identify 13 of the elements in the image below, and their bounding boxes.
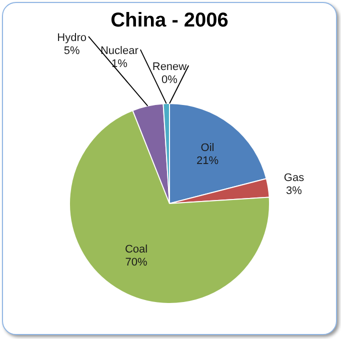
slice-label: Nuclear	[100, 45, 139, 58]
chart-title: China - 2006	[110, 10, 228, 32]
data-label: 3%	[286, 184, 302, 197]
data-label: 5%	[64, 44, 80, 57]
slice-label: Gas	[284, 172, 305, 184]
data-label: 21%	[196, 155, 219, 168]
category-label: Renew	[152, 61, 187, 74]
text: 0%	[162, 74, 178, 86]
data-label: 70%	[125, 256, 148, 268]
slice-label: Hydro	[57, 32, 86, 44]
slice-label: Oil	[200, 142, 214, 154]
slice-label: Coal	[124, 243, 148, 256]
data-label: 1%	[111, 58, 128, 70]
